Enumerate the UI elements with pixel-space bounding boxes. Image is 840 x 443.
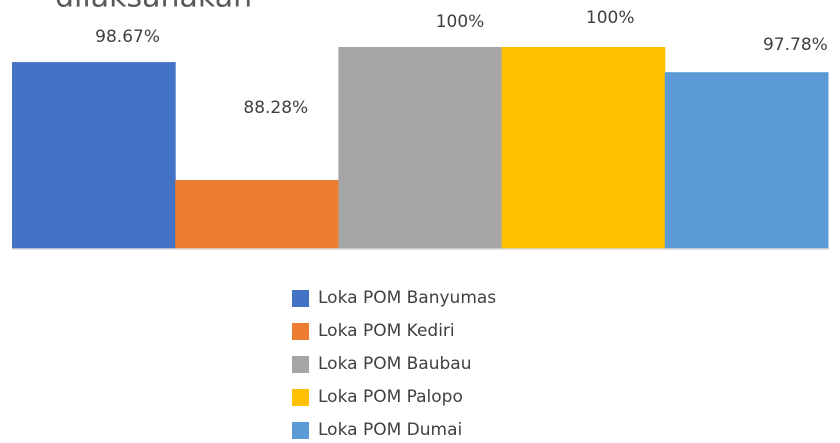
- legend-swatch: [292, 356, 309, 373]
- bar: [338, 47, 503, 249]
- legend-swatch: [292, 389, 309, 406]
- legend-swatch: [292, 290, 309, 307]
- data-label: 88.28%: [243, 98, 308, 118]
- chart-title: dilaksanakan: [55, 0, 252, 15]
- legend-label: Loka POM Dumai: [318, 420, 462, 440]
- legend-label: Loka POM Kediri: [318, 321, 455, 341]
- bar: [12, 62, 176, 249]
- legend-label: Loka POM Banyumas: [318, 288, 496, 308]
- data-label: 100%: [586, 8, 635, 28]
- bar: [175, 180, 339, 249]
- legend-label: Loka POM Baubau: [318, 354, 471, 374]
- legend-swatch: [292, 422, 309, 439]
- data-label: 97.78%: [763, 35, 828, 55]
- bar: [664, 72, 829, 249]
- legend-label: Loka POM Palopo: [318, 387, 463, 407]
- data-label: 100%: [436, 12, 485, 32]
- bar: [501, 47, 666, 249]
- legend-swatch: [292, 323, 309, 340]
- data-label: 98.67%: [95, 27, 160, 47]
